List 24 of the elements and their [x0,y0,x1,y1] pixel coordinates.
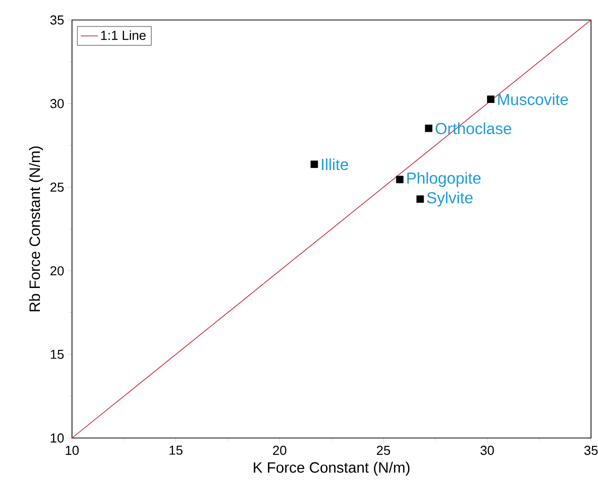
x-tick-label: 30 [480,446,494,455]
x-axis-title: K Force Constant (N/m) [254,462,410,476]
annotation: Sylvite [427,192,473,207]
y-tick-label: 30 [50,99,64,108]
point [310,160,318,168]
x-tick-label: 25 [376,446,390,455]
y-tick-label: 35 [50,15,64,25]
point [487,96,494,103]
point [416,195,424,203]
point [424,124,432,132]
point [396,176,404,184]
y-tick-label: 20 [50,266,64,276]
x-tick-label: 15 [170,446,182,455]
annotation: Muscovite [498,93,568,106]
x-tick-label: 10 [66,446,79,455]
x-tick-label: 20 [273,446,286,455]
y-tick-label: 15 [50,350,64,359]
y-tick-label: 25 [50,182,64,192]
y-axis-title: Rb Force Constant (N/m) [29,146,43,312]
y-tick-label: 10 [50,433,64,443]
x-tick-label: 35 [584,446,598,455]
annotation: Illite [322,158,348,170]
annotation: Phlogopite [407,172,481,187]
legend-label: 1:1 Line [101,30,146,40]
